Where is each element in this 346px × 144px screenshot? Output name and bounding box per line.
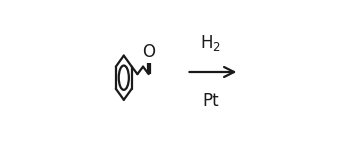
Text: Pt: Pt [202, 92, 219, 110]
Text: O: O [142, 43, 155, 61]
Text: H$_2$: H$_2$ [200, 33, 221, 53]
